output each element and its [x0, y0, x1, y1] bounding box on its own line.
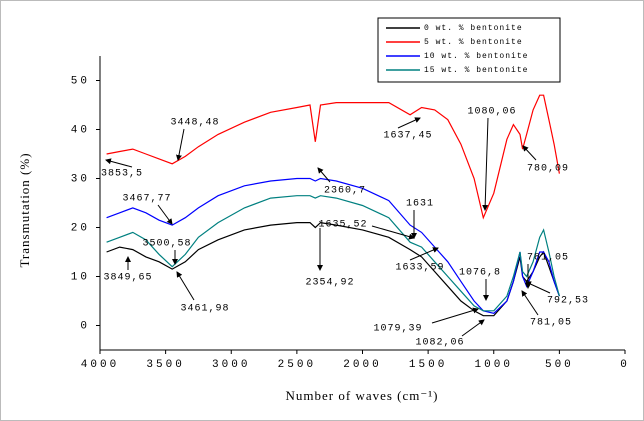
annotation-arrow: [371, 225, 415, 240]
y-axis-title: Transmutation (%): [17, 152, 32, 267]
series-line: [106, 94, 560, 220]
x-tick-label: 0: [620, 359, 630, 371]
annotation-arrow: [461, 319, 485, 337]
annotation: 1635,52: [318, 220, 367, 231]
x-tick-label: 500: [545, 359, 574, 371]
annotation-arrow: [522, 145, 537, 161]
annotation-arrow: [525, 281, 551, 294]
annotation: 3500,58: [142, 239, 191, 250]
annotation: 781,05: [530, 318, 572, 329]
annotation: 1076,8: [459, 268, 501, 279]
y-tick-label: 50: [71, 75, 90, 87]
x-tick-label: 2500: [278, 359, 316, 371]
legend-label: 10 wt. % bentonite: [424, 52, 528, 61]
x-axis-title: Number of waves (cm⁻¹): [286, 388, 439, 403]
y-tick-label: 0: [80, 320, 90, 332]
annotation: 2360,7: [324, 186, 366, 197]
x-tick-label: 1500: [409, 359, 447, 371]
x-tick-label: 3500: [146, 359, 184, 371]
annotation: 1633,59: [395, 263, 444, 274]
x-tick-label: 4000: [81, 359, 119, 371]
annotation: 3853,5: [101, 169, 143, 180]
annotation: 3461,98: [180, 304, 229, 315]
x-tick-label: 1000: [475, 359, 513, 371]
annotation: 1079,39: [373, 324, 422, 335]
annotation-arrow: [431, 307, 479, 324]
annotation: 3467,77: [122, 194, 171, 205]
annotation: 1080,06: [467, 107, 516, 118]
annotation: 1631: [406, 199, 434, 210]
annotation-arrow: [317, 167, 331, 183]
annotation: 1082,06: [415, 338, 464, 349]
legend-label: 5 wt. % bentonite: [424, 38, 523, 47]
y-tick-label: 40: [71, 124, 90, 136]
x-tick-label: 3000: [212, 359, 250, 371]
annotation: 3448,48: [170, 118, 219, 129]
annotation: 3849,65: [103, 273, 152, 284]
annotation-arrow: [482, 117, 489, 211]
annotation-arrow: [397, 117, 421, 129]
annotation-arrow: [176, 128, 185, 161]
annotation: 792,53: [547, 296, 589, 307]
annotation-arrow: [157, 204, 173, 225]
legend-label: 0 wt. % bentonite: [424, 24, 523, 33]
annotation: 2354,92: [305, 278, 354, 289]
annotation: 780,09: [527, 164, 569, 175]
annotation-arrow: [409, 247, 439, 261]
x-tick-label: 2000: [343, 359, 381, 371]
y-tick-label: 20: [71, 222, 90, 234]
legend-label: 15 wt. % bentonite: [424, 66, 528, 75]
y-tick-label: 30: [71, 173, 90, 185]
y-tick-label: 10: [71, 271, 90, 283]
series-line: [106, 195, 560, 312]
annotation: 781,05: [527, 253, 569, 264]
annotation-arrow: [521, 290, 539, 316]
annotation-arrow: [176, 271, 195, 301]
annotation: 1637,45: [383, 131, 432, 142]
annotation-arrow: [105, 158, 133, 168]
